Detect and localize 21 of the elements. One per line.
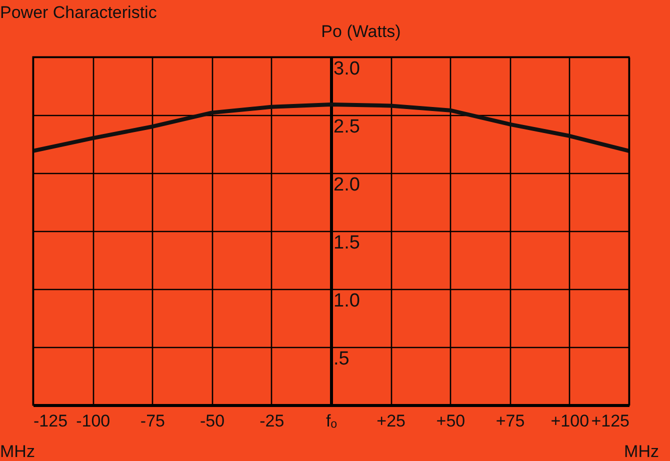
text: MHz [0,442,35,461]
x-tick-label: -75 [140,412,165,430]
x-tick-label: +50 [436,412,466,430]
x-tick-label: -100 [76,412,110,430]
x-tick-label: fₒ [326,412,338,430]
text: MHz [624,442,659,461]
x-tick-label: +125 [591,412,630,430]
x-tick-label: +100 [550,412,590,430]
x-tick-label: -50 [200,412,225,430]
x-tick-label: -125 [34,412,68,430]
y-tick-label: 2.5 [334,116,360,138]
x-tick-label: +75 [496,412,525,430]
chart-title: Power Characteristic [0,3,158,22]
y-tick-label: 1.5 [334,232,360,254]
y-tick-label: 1.0 [334,290,360,312]
x-tick-label: +25 [376,412,406,430]
y-axis-title: Po (Watts) [321,22,401,41]
x-tick-label: -25 [260,412,284,430]
y-tick-label: .5 [334,348,350,370]
y-tick-label: 3.0 [334,58,360,80]
y-tick-label: 2.0 [334,174,360,196]
